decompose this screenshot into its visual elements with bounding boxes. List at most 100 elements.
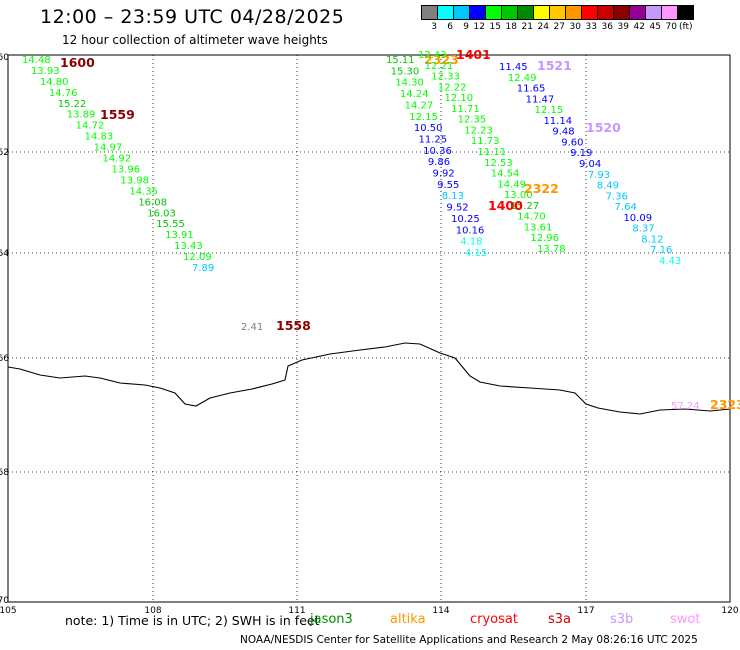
pass-time-label: 2322 (524, 181, 559, 196)
legend-label: 45 (649, 22, 661, 32)
wave-tracks: 14.4813.9314.8014.7615.2213.8914.7214.83… (22, 47, 740, 412)
wave-height-label: 13.91 (165, 230, 194, 241)
legend-swatch (517, 5, 534, 20)
legend-swatch (549, 5, 566, 20)
legend-label: 70 (665, 22, 677, 32)
wave-height-label: 15.22 (58, 99, 87, 110)
wave-height-label: 4.15 (465, 248, 487, 259)
lat-tick-label: 66 (0, 354, 9, 364)
pass-time-label: 1558 (276, 318, 311, 333)
lon-tick-label: 120 (721, 606, 738, 616)
wave-height-label: 9.55 (437, 180, 459, 191)
lon-tick-label: 111 (288, 606, 305, 616)
legend-swatch (597, 5, 614, 20)
lat-tick-label: 68 (0, 468, 9, 478)
wave-height-label: 15.30 (391, 66, 420, 77)
map-border (7, 54, 731, 603)
legend-label: 15 (489, 22, 501, 32)
wave-height-label: 12.10 (444, 93, 473, 104)
lat-tick-label: 60 (0, 53, 9, 63)
wave-height-label: 9.52 (446, 203, 468, 214)
wave-height-label: 8.49 (597, 181, 619, 192)
legend-swatch (645, 5, 662, 20)
lon-tick-label: 105 (0, 606, 17, 616)
lat-tick-label: 70 (0, 596, 9, 606)
color-legend: 3 6 9 12 15 18 21 24 27 30 33 36 39 42 45 70 (ft) (421, 5, 694, 32)
legend-label: 30 (569, 22, 581, 32)
wave-height-label: 15.55 (156, 219, 185, 230)
credit-text: NOAA/NESDIS Center for Satellite Applica… (240, 634, 698, 646)
wave-height-label: 10.36 (423, 146, 452, 157)
legend-swatch (421, 5, 438, 20)
page-subtitle: 12 hour collection of altimeter wave hei… (62, 33, 328, 47)
wave-height-label: 12.49 (508, 73, 537, 84)
legend-swatch (501, 5, 518, 20)
wave-height-label: 13.89 (67, 110, 96, 121)
wave-height-label: 14.97 (94, 143, 123, 154)
legend-label: 27 (553, 22, 565, 32)
wave-height-label: 12.15 (535, 105, 564, 116)
map-frame (7, 54, 731, 603)
legend-label: 42 (633, 22, 645, 32)
legend-label: 18 (505, 22, 517, 32)
legend-swatch (453, 5, 470, 20)
wave-height-label: 4.43 (659, 256, 681, 267)
wave-height-label: 9.60 (561, 137, 583, 148)
wave-height-label: 14.80 (40, 77, 69, 88)
lat-tick-label: 62 (0, 148, 9, 158)
wave-height-label: 8.12 (641, 234, 663, 245)
wave-height-label: 14.49 (497, 179, 526, 190)
wave-height-label: 8.37 (632, 224, 654, 235)
lon-tick-label: 114 (432, 606, 449, 616)
legend-label: 9 (463, 22, 469, 32)
satellite-label: altika (390, 612, 426, 627)
wave-height-label: 12.43 (418, 50, 447, 61)
wave-height-label: 4.18 (460, 237, 482, 248)
legend-swatch (629, 5, 646, 20)
wave-height-label: 14.30 (395, 78, 424, 89)
legend-label: 36 (601, 22, 613, 32)
legend-swatch (613, 5, 630, 20)
wave-height-label: 9.19 (570, 148, 592, 159)
legend-swatch (581, 5, 598, 20)
wave-height-label: 16.03 (147, 208, 176, 219)
wave-height-label: 10.09 (623, 213, 652, 224)
wave-height-label: 15.11 (386, 55, 415, 66)
wave-height-label: 11.47 (526, 94, 555, 105)
satellite-label: swot (670, 612, 701, 627)
wave-height-label: 13.78 (537, 244, 566, 255)
pass-time-label: 1521 (537, 58, 572, 73)
pass-time-label: 1400 (488, 198, 523, 213)
legend-label: 39 (617, 22, 629, 32)
wave-height-label: 12.21 (425, 61, 454, 72)
wave-height-label: 9.48 (552, 127, 574, 138)
legend-swatch (565, 5, 582, 20)
wave-height-label: 13.61 (524, 222, 553, 233)
satellite-label: jason3 (310, 612, 353, 627)
lat-tick-label: 64 (0, 249, 9, 259)
legend-label: 3 (431, 22, 437, 32)
pass-time-label: 2323 (424, 52, 459, 67)
wave-height-label: 14.76 (49, 88, 78, 99)
wave-height-label: 57.24 (671, 401, 700, 412)
wave-height-label: 12.53 (484, 158, 513, 169)
wave-height-label: 7.93 (588, 170, 610, 181)
legend-label: 33 (585, 22, 597, 32)
wave-height-label: 14.72 (76, 121, 105, 132)
wave-height-label: 12.22 (438, 82, 467, 93)
wave-height-label: 13.00 (504, 190, 533, 201)
satellite-label: s3b (610, 612, 634, 627)
wave-height-label: 14.48 (22, 55, 51, 66)
legend-swatch (533, 5, 550, 20)
wave-height-label: 13.96 (111, 164, 140, 175)
wave-height-label: 13.93 (31, 66, 60, 77)
wave-height-label: 7.64 (615, 202, 637, 213)
wave-height-label: 11.25 (419, 134, 448, 145)
wave-height-label: 14.70 (517, 212, 546, 223)
legend-swatches (421, 5, 694, 20)
wave-height-label: 11.73 (471, 136, 500, 147)
legend-swatch (469, 5, 486, 20)
wave-height-label: 14.24 (400, 89, 429, 100)
wave-height-label: 9.92 (432, 169, 454, 180)
legend-label: 6 (447, 22, 453, 32)
